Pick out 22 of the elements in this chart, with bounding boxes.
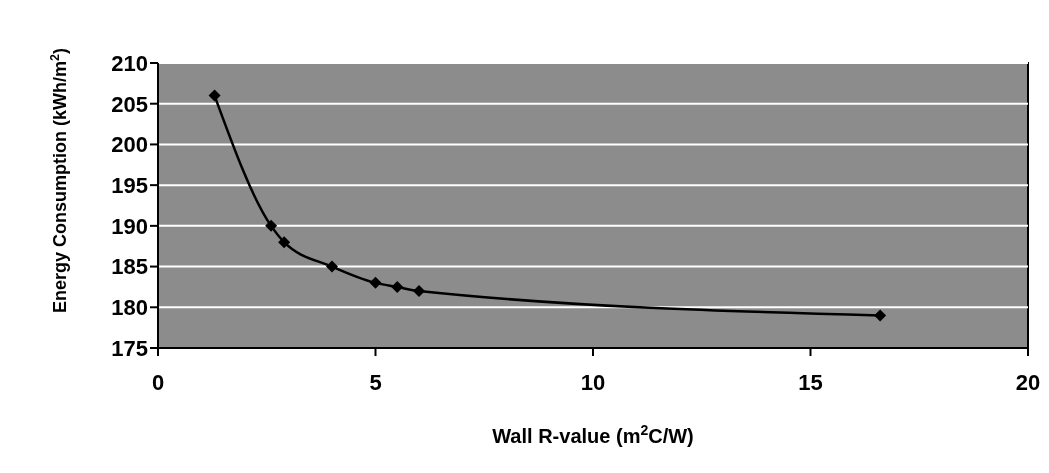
point [278,236,291,249]
y-tick-label: 210 [111,50,148,76]
x-axis-title: Wall R-value (m$^{2}$C/W) [492,422,694,447]
point [874,309,887,322]
y-tick-label: 205 [111,91,148,117]
x-tick-label: 15 [798,369,823,395]
y-tick-label: 185 [111,254,148,280]
point [208,89,221,102]
x-tick-label: 5 [369,369,382,395]
point [413,285,425,297]
x-tick-label: 20 [1015,369,1041,395]
y-tick-label: 200 [111,132,148,158]
x-tick-label: 0 [151,369,165,395]
point [369,276,382,289]
point [326,260,338,273]
x-tick-label: 10 [580,369,606,395]
point [391,280,404,293]
point [265,219,278,232]
y-tick-label: 195 [111,172,148,198]
y-tick-label: 175 [111,335,148,361]
y-tick-label: 180 [111,295,148,321]
y-tick-label: 190 [111,213,148,239]
